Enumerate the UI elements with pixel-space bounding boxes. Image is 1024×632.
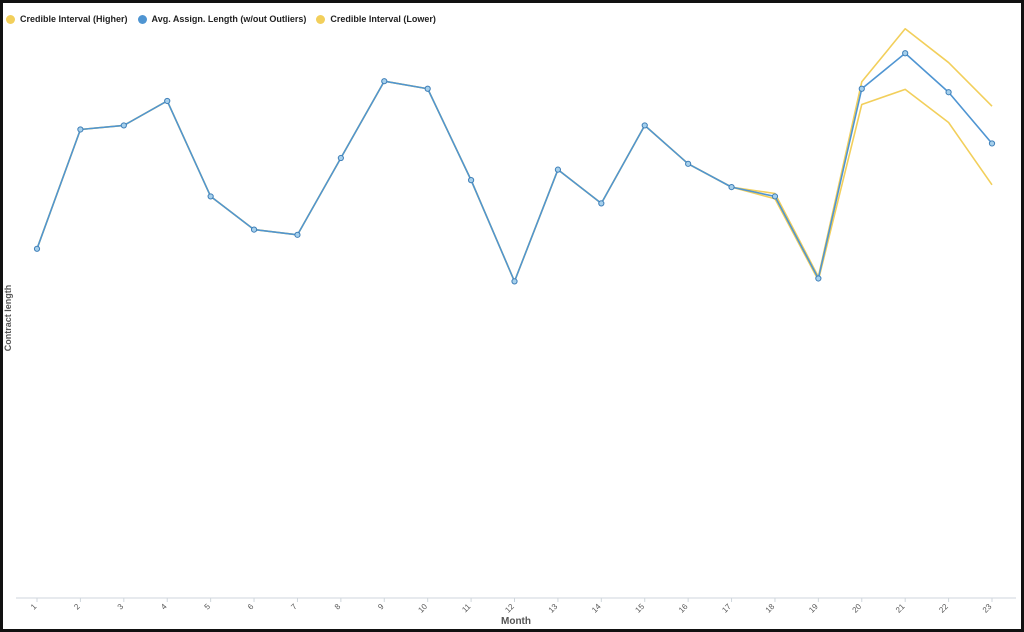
series-point bbox=[77, 126, 84, 133]
series-point bbox=[902, 50, 909, 57]
x-axis-label: Month bbox=[501, 616, 531, 627]
legend-marker-credible-lower bbox=[316, 14, 326, 24]
series-point bbox=[424, 85, 431, 92]
legend-label-avg-assign-length: Avg. Assign. Length (w/out Outliers) bbox=[151, 14, 307, 24]
x-tick-label: 13 bbox=[547, 602, 560, 615]
series-point bbox=[33, 245, 41, 252]
x-tick-label: 17 bbox=[720, 602, 733, 615]
x-tick-label: 20 bbox=[851, 602, 864, 615]
legend-item-credible-higher[interactable]: Credible Interval (Higher) bbox=[6, 14, 128, 24]
series-line bbox=[36, 80, 993, 283]
series-point bbox=[945, 89, 952, 96]
x-tick-label: 18 bbox=[764, 602, 777, 615]
x-tick-label: 23 bbox=[981, 602, 994, 615]
series-point bbox=[728, 184, 735, 191]
series-point bbox=[511, 278, 518, 285]
series-point bbox=[294, 231, 301, 238]
legend-label-credible-higher: Credible Interval (Higher) bbox=[20, 14, 128, 24]
x-tick-label: 10 bbox=[416, 602, 429, 615]
legend-item-avg-assign-length[interactable]: Avg. Assign. Length (w/out Outliers) bbox=[137, 14, 307, 24]
series-point bbox=[467, 177, 475, 184]
series-point bbox=[381, 78, 388, 85]
x-tick-label: 22 bbox=[937, 602, 950, 615]
series-point bbox=[771, 193, 779, 200]
series-point bbox=[554, 166, 562, 173]
x-tick-label: 14 bbox=[590, 602, 603, 615]
x-tick-label: 2 bbox=[72, 602, 82, 612]
series-point bbox=[815, 275, 822, 282]
x-tick-label: 8 bbox=[333, 602, 343, 612]
x-tick-label: 6 bbox=[246, 602, 256, 612]
series-point bbox=[250, 226, 258, 233]
legend-item-credible-lower[interactable]: Credible Interval (Lower) bbox=[316, 14, 436, 24]
series-point bbox=[988, 140, 996, 147]
x-tick-label: 15 bbox=[633, 602, 646, 615]
series-line bbox=[36, 52, 993, 283]
x-tick-label: 1 bbox=[29, 602, 39, 612]
x-tick-label: 11 bbox=[460, 602, 473, 615]
series-point bbox=[164, 97, 171, 105]
x-tick-label: 5 bbox=[203, 602, 213, 612]
x-tick-label: 9 bbox=[376, 602, 386, 612]
x-tick-label: 19 bbox=[807, 602, 820, 615]
x-tick-label: 3 bbox=[116, 602, 126, 612]
legend-marker-credible-higher bbox=[6, 14, 15, 24]
series-point bbox=[337, 154, 344, 162]
x-tick-label: 7 bbox=[289, 602, 299, 612]
series-point bbox=[598, 200, 605, 207]
legend-label-credible-lower: Credible Interval (Lower) bbox=[330, 14, 436, 24]
series-point bbox=[685, 160, 692, 167]
series-point bbox=[641, 122, 648, 129]
chart-legend: Credible Interval (Higher) Avg. Assign. … bbox=[6, 14, 436, 24]
series-point bbox=[207, 193, 214, 200]
x-tick-label: 4 bbox=[159, 602, 169, 612]
legend-marker-avg-assign-length bbox=[137, 14, 147, 24]
series-point bbox=[120, 122, 127, 129]
series-point bbox=[858, 85, 865, 92]
x-tick-label: 16 bbox=[677, 602, 690, 615]
x-tick-label: 12 bbox=[503, 602, 516, 615]
x-tick-label: 21 bbox=[894, 602, 907, 615]
